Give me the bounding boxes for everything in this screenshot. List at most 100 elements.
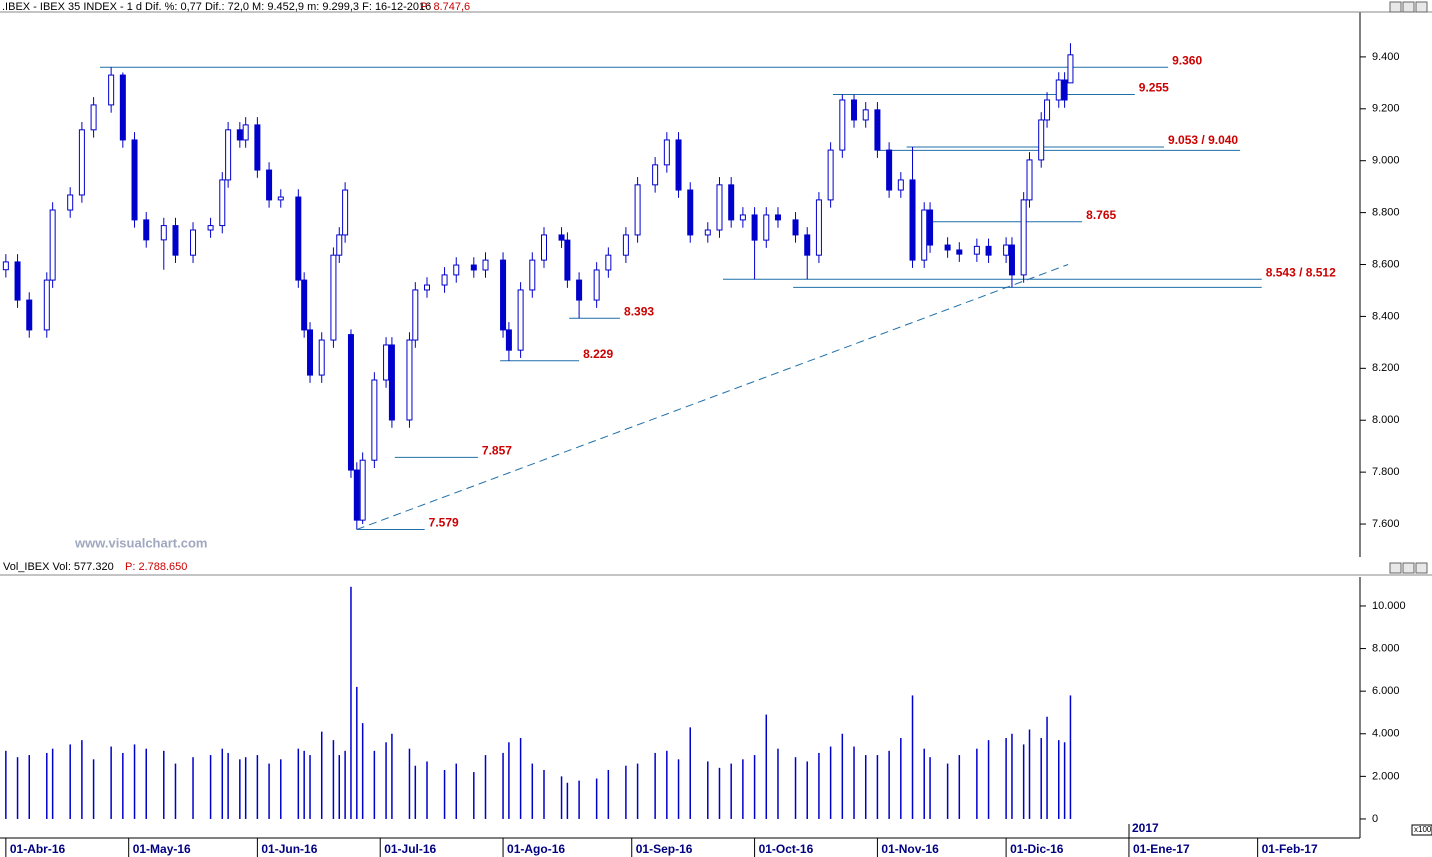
chart-title: .IBEX - IBEX 35 INDEX - 1 d Dif. %: 0,77… xyxy=(2,1,431,13)
candle-body xyxy=(453,264,460,276)
candle-body xyxy=(716,184,723,231)
candle-body xyxy=(371,379,378,461)
candle-body xyxy=(412,289,419,341)
candle-body xyxy=(318,339,325,376)
volume-bar xyxy=(28,755,30,819)
volume-bar xyxy=(777,748,779,819)
y-tick-label: 8.400 xyxy=(1372,310,1400,322)
candle-body xyxy=(406,339,413,421)
candle-body xyxy=(359,459,366,521)
volume-bar xyxy=(221,748,224,819)
candle-body xyxy=(839,99,846,151)
minimize-button[interactable] xyxy=(1389,562,1402,574)
volume-bar xyxy=(794,757,797,819)
volume-bar xyxy=(677,759,680,819)
volume-bar xyxy=(578,780,580,819)
candle-body xyxy=(1067,54,1074,84)
candle-body xyxy=(307,329,314,376)
volume-bar xyxy=(473,772,475,819)
volume-bar xyxy=(209,755,212,819)
y-tick-label: 8.600 xyxy=(1372,258,1400,270)
candle-body xyxy=(388,344,395,421)
x-tick-label: 01-Dic-16 xyxy=(1010,842,1064,856)
volume-bar xyxy=(5,750,7,819)
candle-body xyxy=(774,214,781,221)
volume-bar xyxy=(332,740,335,819)
volume-bar xyxy=(174,763,177,819)
candle-body xyxy=(219,179,226,227)
volume-bar xyxy=(443,769,446,819)
level-label: 7.857 xyxy=(482,444,512,458)
minimize-button[interactable] xyxy=(1389,1,1402,13)
close-button[interactable] xyxy=(1415,1,1428,13)
trend-line xyxy=(356,264,1069,530)
candle-body xyxy=(225,129,232,181)
maximize-button[interactable] xyxy=(1402,562,1415,574)
volume-bar xyxy=(256,755,259,819)
y-tick-label: 9.200 xyxy=(1372,103,1400,115)
x-tick-label: 01-Jul-16 xyxy=(384,842,436,856)
candle-body xyxy=(792,219,799,236)
window-buttons[interactable] xyxy=(1389,1,1428,574)
candle-body xyxy=(704,229,711,236)
candle-body xyxy=(424,284,431,291)
candle-body xyxy=(190,229,197,256)
level-label: 8.543 / 8.512 xyxy=(1266,265,1336,279)
close-button[interactable] xyxy=(1415,562,1428,574)
candle-body xyxy=(160,225,167,241)
volume-bar xyxy=(1011,733,1013,819)
volume-bar xyxy=(818,752,820,819)
maximize-button[interactable] xyxy=(1402,1,1415,13)
candle-body xyxy=(909,179,916,261)
volume-bar xyxy=(1063,742,1066,819)
volume-bar xyxy=(373,750,376,819)
volume-bar xyxy=(484,755,487,819)
y-tick-label: 0 xyxy=(1372,813,1378,825)
candle-body xyxy=(1044,99,1051,121)
volume-bar xyxy=(92,759,95,819)
volume-bar xyxy=(958,755,961,819)
candle-body xyxy=(254,124,261,171)
volume-bar xyxy=(408,748,411,819)
level-label: 9.255 xyxy=(1139,81,1169,95)
candle-body xyxy=(663,139,670,166)
volume-bar xyxy=(16,757,19,819)
volume-bar xyxy=(595,778,598,819)
candle-body xyxy=(804,234,811,256)
candle-body xyxy=(131,139,138,221)
x-tick-label: 01-Oct-16 xyxy=(759,842,814,856)
candle-body xyxy=(815,199,822,256)
candle-body xyxy=(1055,79,1062,101)
level-label: 9.053 / 9.040 xyxy=(1168,133,1238,147)
candle-body xyxy=(886,149,893,191)
candle-body xyxy=(330,254,337,341)
volume-bar xyxy=(543,769,545,819)
volume-bar xyxy=(923,748,925,819)
candle-body xyxy=(874,109,881,151)
candle-body xyxy=(26,299,33,331)
candle-body xyxy=(921,209,928,261)
volume-bar xyxy=(625,765,627,819)
volume-bar xyxy=(455,763,458,819)
candle-body xyxy=(1061,79,1068,101)
candle-body xyxy=(266,169,273,201)
level-label: 7.579 xyxy=(429,516,459,530)
y-tick-label: 8.000 xyxy=(1372,642,1400,654)
y-tick-label: 2.000 xyxy=(1372,770,1400,782)
volume-bar xyxy=(876,755,879,819)
y-tick-label: 8.000 xyxy=(1372,414,1400,426)
volume-bar xyxy=(502,752,504,819)
candle-body xyxy=(143,219,150,241)
candle-body xyxy=(1038,119,1045,161)
volume-bar xyxy=(689,727,691,819)
volume-bar xyxy=(654,752,656,819)
candle-body xyxy=(622,234,629,256)
volume-bar xyxy=(806,761,808,819)
x-tick-label: 01-Sep-16 xyxy=(636,842,693,856)
volume-bar xyxy=(718,767,721,819)
candle-body xyxy=(500,259,507,331)
volume-bar xyxy=(192,757,194,819)
volume-bar xyxy=(508,742,510,819)
candle-body xyxy=(529,259,536,291)
level-label: 9.360 xyxy=(1172,53,1202,67)
